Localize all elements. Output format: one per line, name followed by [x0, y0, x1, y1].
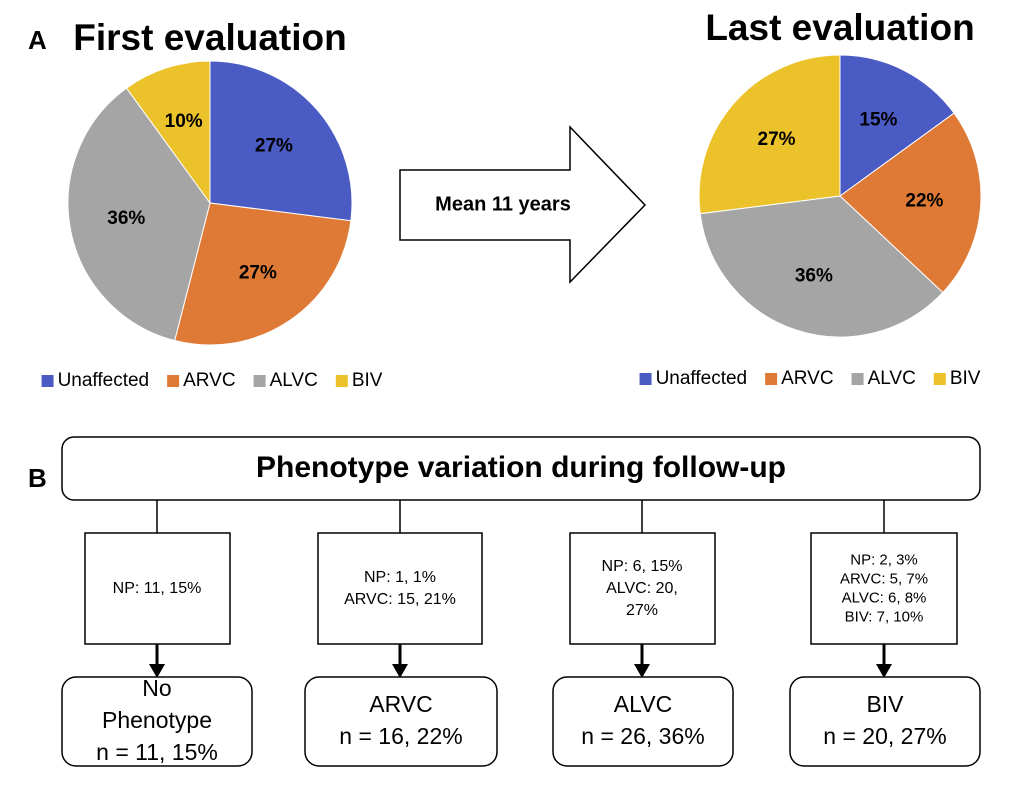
outcome-box [304, 676, 498, 767]
legend-label: Unaffected [58, 370, 150, 391]
pie-slice [209, 60, 353, 222]
legend-swatch [335, 375, 348, 387]
data-label: 27% [758, 129, 796, 150]
pie-slice [698, 54, 841, 215]
outcome-text: ALVC [614, 691, 672, 717]
count-text: ALVC: 20, [606, 580, 678, 597]
panel-label: A [28, 25, 47, 55]
outcome-text: ARVC [369, 691, 433, 717]
pie-slice [839, 112, 982, 294]
arrowhead [392, 664, 408, 678]
outcome-text: n = 16, 22% [339, 723, 462, 749]
pie-slice [174, 202, 352, 346]
chart-title: First evaluation [73, 17, 346, 58]
data-label: 10% [165, 111, 203, 132]
count-text: NP: 2, 3% [850, 551, 918, 568]
legend-swatch [765, 373, 778, 385]
outcome-box [789, 676, 981, 767]
count-text: ALVC: 6, 8% [842, 589, 927, 606]
title-box [61, 436, 981, 501]
count-text: ARVC: 15, 21% [344, 591, 456, 608]
outcome-box [61, 676, 253, 767]
count-text: 27% [626, 602, 658, 619]
count-box [317, 532, 483, 645]
data-label: 36% [107, 208, 145, 229]
outcome-text: No [142, 675, 171, 701]
arrowhead [149, 664, 165, 678]
legend-label: ARVC [781, 368, 833, 389]
outcome-text: n = 26, 36% [581, 723, 704, 749]
legend-swatch [933, 373, 946, 385]
legend-label: ARVC [183, 370, 235, 391]
pie-slice [125, 60, 211, 205]
count-box [84, 532, 231, 645]
outcome-text: n = 20, 27% [823, 723, 946, 749]
data-label: 15% [859, 110, 897, 131]
count-box [569, 532, 716, 645]
count-text: NP: 6, 15% [602, 558, 683, 575]
data-label: 22% [905, 190, 943, 211]
pie-slice [699, 195, 944, 338]
pie-slice [839, 54, 955, 197]
pie-slice [67, 87, 211, 342]
outcome-text: n = 11, 15% [96, 739, 218, 765]
legend-label: Unaffected [656, 368, 748, 389]
outcome-box [552, 676, 734, 767]
arrowhead [634, 664, 650, 678]
diagram-title: Phenotype variation during follow-up [256, 451, 786, 484]
legend-label: BIV [950, 368, 981, 389]
data-label: 27% [255, 136, 293, 157]
arrow [399, 125, 647, 284]
count-box [810, 532, 958, 645]
legend-swatch [41, 375, 54, 387]
legend-label: BIV [352, 370, 383, 391]
legend-swatch [253, 375, 266, 387]
legend-swatch [639, 373, 652, 385]
legend-label: ALVC [270, 370, 318, 391]
data-label: 27% [239, 262, 277, 283]
count-text: BIV: 7, 10% [845, 608, 924, 625]
count-text: NP: 11, 15% [113, 580, 202, 597]
outcome-text: Phenotype [102, 707, 212, 733]
count-text: NP: 1, 1% [364, 569, 436, 586]
panel-label: B [28, 463, 47, 493]
outcome-text: BIV [866, 691, 904, 717]
chart-title: Last evaluation [705, 7, 974, 48]
legend-swatch [167, 375, 180, 387]
arrowhead [876, 664, 892, 678]
arrow-label: Mean 11 years [435, 193, 571, 215]
data-label: 36% [795, 265, 833, 286]
legend-swatch [851, 373, 864, 385]
count-text: ARVC: 5, 7% [840, 570, 928, 587]
legend-label: ALVC [868, 368, 916, 389]
